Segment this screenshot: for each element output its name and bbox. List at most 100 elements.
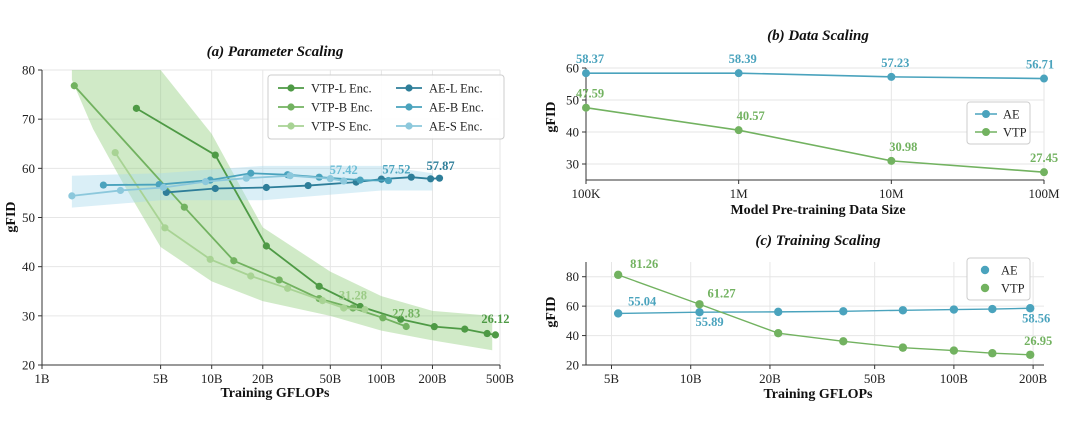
a-point-vtp-l-enc [397, 315, 405, 323]
a-ytick-label: 20 [22, 358, 35, 373]
a-legend-label: VTP-S Enc. [311, 120, 371, 134]
a-point-vtp-s-enc [206, 255, 214, 263]
b-legend-label: AE [1003, 108, 1020, 122]
b-xtick-label: 100K [572, 186, 602, 201]
b-legend-label: VTP [1003, 126, 1027, 140]
c-data-label: 81.26 [630, 257, 658, 271]
c-data-label: 26.95 [1024, 334, 1052, 348]
a-point-vtp-b-enc [379, 314, 387, 322]
c-point-vtp [774, 329, 783, 338]
a-series-line-ae-b-enc [103, 172, 389, 186]
c-point-vtp [949, 346, 959, 355]
a-xtick-label: 10B [201, 371, 223, 386]
a-legend-label: VTP-L Enc. [311, 82, 372, 96]
a-point-vtp-b-enc [402, 322, 410, 331]
a-ytick-label: 50 [22, 210, 35, 225]
b-ytick-label: 60 [566, 61, 579, 76]
panel-training-scaling: (c) Training Scaling 20 40 60 80 5B 10B 20B 50B… [544, 233, 1052, 402]
a-point-vtp-l-enc [483, 329, 491, 338]
a-xtick-label: 1B [34, 371, 50, 386]
a-series-line-vtp-s-enc [114, 152, 366, 311]
a-point-vtp-l-enc [315, 282, 323, 290]
a-band-vtp [71, 70, 493, 351]
a-xtick-label: 500B [486, 371, 515, 386]
c-data-label: 55.04 [628, 294, 657, 308]
b-xtick-label: 1M [730, 186, 749, 201]
a-point-vtp-s-enc [111, 149, 119, 157]
b-point-vtp [1040, 168, 1048, 177]
a-series-line-ae-s-enc [71, 174, 344, 197]
a-xtick-label: 100B [367, 371, 396, 386]
panel-data-scaling: (b) Data Scaling 30 40 50 60 100K 1M 10M 100M 58… [544, 28, 1060, 218]
c-xtick-label: 5B [604, 371, 620, 386]
b-data-label: 40.57 [737, 109, 765, 123]
a-point-vtp-b-enc [180, 203, 188, 211]
c-data-label: 61.27 [707, 286, 735, 300]
b-data-label: 27.45 [1030, 151, 1058, 165]
b-legend-swatch-dot [982, 110, 990, 118]
c-point-vtp [1026, 350, 1035, 359]
b-point-ae [1040, 74, 1048, 83]
b-ytick-label: 50 [566, 93, 579, 108]
b-xtick-label: 100M [1028, 186, 1060, 201]
a-point-vtp-b-enc [70, 82, 78, 90]
a-point-vtp-s-enc [340, 304, 348, 312]
a-ytick-label: 30 [22, 308, 35, 323]
a-point-vtp-s-enc [247, 272, 255, 280]
a-point-ae-s-enc [116, 186, 125, 195]
c-data-label: 58.56 [1022, 311, 1050, 325]
a-point-ae-s-enc [159, 183, 168, 192]
panel-parameter-scaling: (a) Parameter Scaling 20 30 40 50 60 70 80 1B 5B… [4, 44, 514, 401]
b-data-label: 58.39 [729, 52, 757, 66]
c-series-line-ae [618, 307, 1031, 315]
a-legend-label: AE-S Enc. [429, 120, 482, 134]
a-xtick-label: 200B [418, 371, 447, 386]
panel-b-title: (b) Data Scaling [767, 28, 869, 44]
a-point-ae-s-enc [340, 177, 348, 185]
b-ytick-label: 40 [566, 125, 579, 140]
c-ytick-label: 20 [566, 358, 579, 373]
a-series-line-vtp-b-enc [73, 85, 407, 328]
a-ytick-label: 80 [22, 63, 35, 78]
a-ytick-label: 60 [22, 161, 35, 176]
a-xtick-label: 50B [319, 371, 341, 386]
c-legend-label: VTP [1001, 282, 1025, 296]
c-point-vtp [839, 337, 848, 346]
a-point-vtp-l-enc [211, 151, 219, 159]
a-point-ae-l-enc [262, 183, 270, 192]
a-point-ae-l-enc [304, 181, 312, 190]
a-xtick-label: 5B [153, 371, 169, 386]
a-legend-swatch-dot [405, 84, 413, 92]
a-data-label: 57.42 [330, 163, 358, 177]
a-series-line-vtp-l-enc [135, 107, 496, 336]
c-xtick-label: 100B [940, 371, 969, 386]
a-data-label: 57.87 [427, 159, 455, 173]
a-plot-area [68, 70, 500, 351]
panel-b-ylabel: gFID [544, 101, 559, 132]
panel-a-title: (a) Parameter Scaling [207, 44, 344, 60]
a-legend-swatch-dot [287, 103, 295, 111]
a-point-vtp-l-enc [430, 323, 438, 331]
b-point-ae [887, 72, 896, 81]
a-point-ae-s-enc [326, 175, 334, 183]
a-data-label: 27.83 [392, 307, 420, 321]
a-point-ae-s-enc [68, 192, 76, 200]
c-legend-swatch-dot [980, 265, 990, 275]
a-ytick-label: 70 [22, 112, 35, 127]
b-series-line-ae [585, 72, 1045, 80]
b-data-label: 56.71 [1026, 58, 1054, 72]
a-point-vtp-b-enc [275, 276, 283, 284]
b-series-line-vtp [585, 106, 1045, 173]
c-point-ae [839, 307, 848, 316]
panel-a-ylabel: gFID [4, 201, 19, 232]
panel-c-ylabel: gFID [544, 296, 559, 327]
b-xtick-label: 10M [879, 186, 904, 201]
c-xtick-label: 200B [1019, 371, 1048, 386]
a-point-ae-s-enc [242, 174, 250, 182]
b-point-vtp [887, 156, 896, 165]
a-point-ae-b-enc [384, 176, 393, 185]
a-point-ae-l-enc [377, 175, 385, 183]
a-legend-swatch-dot [287, 122, 295, 130]
panel-b-xlabel: Model Pre-training Data Size [730, 203, 905, 218]
c-ytick-label: 80 [566, 269, 579, 284]
